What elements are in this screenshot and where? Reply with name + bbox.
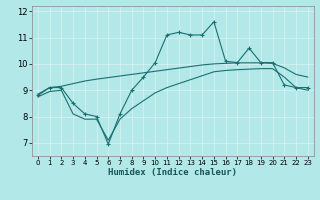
X-axis label: Humidex (Indice chaleur): Humidex (Indice chaleur)	[108, 168, 237, 177]
